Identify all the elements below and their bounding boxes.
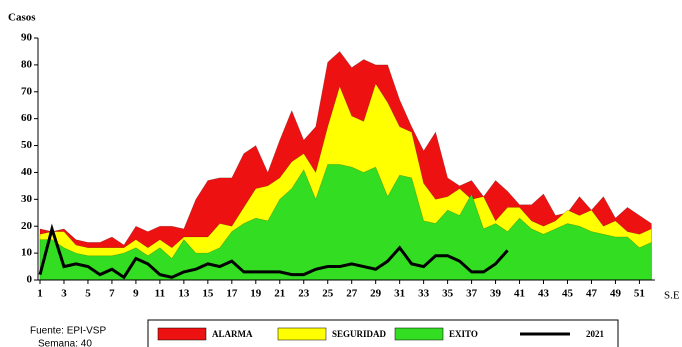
x-tick-label: 23: [298, 288, 310, 300]
x-tick-label: 27: [346, 288, 358, 300]
y-tick-label: 60: [21, 112, 33, 124]
line-2021: [38, 223, 509, 280]
legend-label: ALARMA: [212, 329, 253, 339]
area: [39, 164, 652, 281]
x-tick-label: 19: [250, 288, 262, 300]
y-tick-label: 30: [21, 193, 33, 205]
x-tick-label: 39: [490, 288, 502, 300]
x-tick-label: 31: [394, 288, 405, 300]
x-tick-label: 49: [610, 288, 622, 300]
legend-label: SEGURIDAD: [332, 329, 387, 339]
y-axis-title: Casos: [8, 12, 36, 24]
legend-swatch: [277, 327, 327, 341]
x-tick-label: 43: [538, 288, 550, 300]
legend-swatch: [157, 327, 207, 341]
x-axis-title: S.E: [664, 290, 680, 302]
y-tick-label: 90: [21, 32, 33, 44]
x-tick-label: 7: [109, 288, 115, 300]
x-tick-label: 35: [442, 288, 454, 300]
y-tick-label: 0: [27, 274, 33, 286]
y-tick-label: 70: [21, 85, 33, 97]
y-tick-label: 10: [21, 247, 33, 259]
x-tick-label: 9: [133, 288, 139, 300]
y-tick-label: 50: [21, 139, 33, 151]
x-tick-label: 37: [466, 288, 478, 300]
legend-label: 2021: [586, 329, 605, 339]
y-tick-label: 40: [21, 166, 33, 178]
source: Fuente: EPI-VSP: [30, 326, 106, 337]
x-tick-label: 5: [85, 288, 91, 300]
x-tick-label: 29: [370, 288, 382, 300]
legend-swatch: [394, 327, 444, 341]
x-tick-label: 17: [226, 288, 238, 300]
y-tick-label: 80: [21, 58, 33, 70]
legend-label: EXITO: [449, 329, 478, 339]
x-tick-label: 41: [514, 288, 525, 300]
week-note: Semana: 40: [38, 339, 92, 347]
x-tick-label: 13: [178, 288, 190, 300]
x-tick-label: 21: [274, 288, 285, 300]
x-tick-label: 47: [586, 288, 598, 300]
x-tick-label: 11: [155, 288, 165, 300]
x-tick-label: 45: [562, 288, 574, 300]
y-tick-label: 20: [21, 220, 33, 232]
x-tick-label: 33: [418, 288, 430, 300]
x-tick-label: 3: [61, 288, 67, 300]
x-tick-label: 25: [322, 288, 334, 300]
x-tick-label: 51: [634, 288, 645, 300]
x-tick-label: 1: [37, 288, 43, 300]
x-tick-label: 15: [202, 288, 214, 300]
